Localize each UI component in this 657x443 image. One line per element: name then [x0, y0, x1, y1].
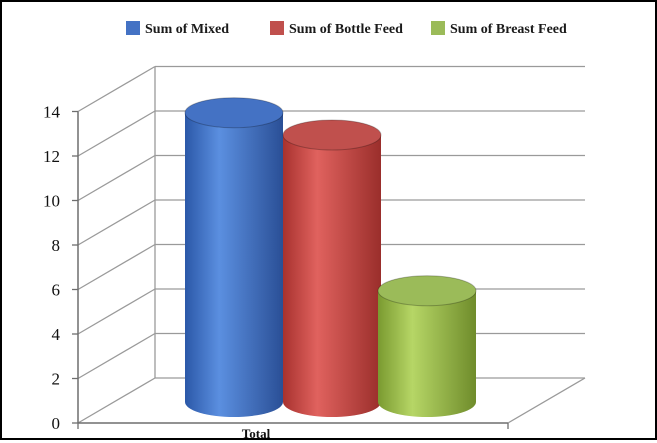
legend-swatch-2	[431, 21, 445, 35]
chart-svg: Sum of Mixed Sum of Bottle Feed Sum of Bre…	[43, 21, 586, 441]
gridline-side-1	[77, 332, 156, 380]
bar-body-0	[185, 112, 283, 417]
gridline-side-4	[77, 199, 156, 246]
bar-2	[377, 275, 477, 417]
gridline-side-3	[77, 243, 156, 291]
legend-swatch-1	[270, 21, 284, 35]
bar-top-0	[184, 97, 284, 129]
bar-top-1	[282, 119, 382, 151]
gridline-side-0	[77, 377, 156, 424]
legend-label-0: Sum of Mixed	[145, 22, 229, 37]
legend-swatch-0	[126, 21, 140, 35]
bar-body-2	[378, 290, 476, 417]
y-tick-label-0: 0	[52, 414, 61, 433]
y-tick-label-5: 10	[43, 192, 60, 211]
bar-0	[184, 97, 284, 417]
gridline-side-6	[77, 110, 156, 157]
y-axis-ticks: 0 2 4 6 8 10 12 14	[43, 103, 78, 433]
bar-body-1	[283, 135, 381, 417]
y-tick-label-7: 14	[43, 103, 61, 122]
legend: Sum of Mixed Sum of Bottle Feed Sum of Bre…	[126, 21, 567, 37]
y-tick-label-1: 2	[52, 370, 61, 389]
y-tick-label-6: 12	[43, 147, 60, 166]
x-axis-categories: Total	[242, 426, 271, 441]
legend-label-2: Sum of Breast Feed	[450, 22, 567, 37]
gridline-side-5	[77, 154, 156, 202]
gridline-side-7	[77, 65, 156, 113]
gridline-side-2	[77, 288, 156, 335]
category-label-0: Total	[242, 426, 271, 438]
bar-top-2	[377, 275, 477, 307]
bars	[184, 97, 477, 417]
bar-1	[282, 119, 382, 417]
y-tick-label-4: 8	[52, 236, 61, 255]
y-tick-label-3: 6	[52, 281, 61, 300]
floor-edge-line	[507, 377, 586, 424]
y-tick-label-2: 4	[52, 325, 61, 344]
axes	[77, 66, 586, 429]
legend-label-1: Sum of Bottle Feed	[289, 22, 403, 37]
